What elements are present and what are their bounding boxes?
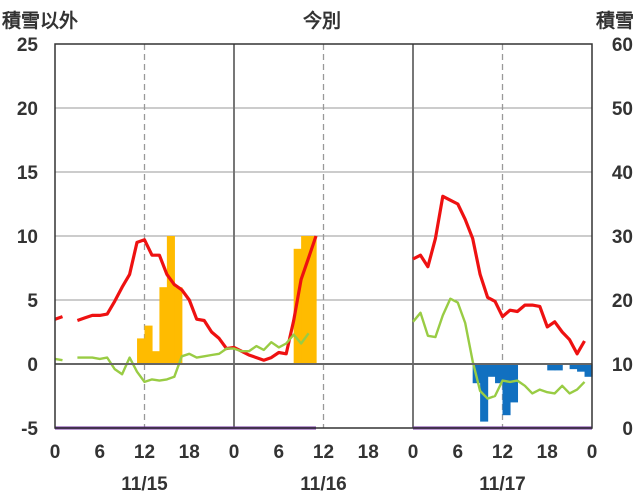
- precip-bar: [547, 364, 556, 371]
- precip-bar: [480, 364, 489, 422]
- x-tick-label: 0: [587, 442, 598, 463]
- left-y-tick-label: -5: [21, 419, 38, 440]
- date-label: 11/17: [479, 474, 526, 495]
- x-tick-label: 18: [179, 442, 200, 463]
- left-y-tick-label: 10: [17, 227, 38, 248]
- temperature-line: [76, 235, 318, 362]
- right-y-tick-label: 10: [612, 355, 633, 376]
- precipitation-bars: [137, 236, 593, 422]
- precip-bar: [502, 364, 511, 416]
- x-tick-label: 18: [358, 442, 379, 463]
- precip-bar: [495, 364, 504, 384]
- precip-bar: [159, 287, 168, 364]
- precip-bar: [151, 351, 161, 364]
- right-y-tick-label: 20: [612, 291, 633, 312]
- left-y-tick-label: 15: [17, 163, 39, 184]
- precip-bar: [577, 364, 586, 372]
- x-tick-label: 6: [94, 442, 105, 463]
- left-axis-title: 積雪以外: [2, 9, 78, 32]
- right-y-tick-label: 60: [612, 35, 633, 56]
- axes: [54, 43, 593, 429]
- precip-bar: [554, 364, 563, 371]
- right-y-tick-label: 30: [612, 227, 633, 248]
- right-y-tick-label: 50: [612, 99, 633, 120]
- temperature-line: [54, 315, 64, 321]
- precip-bar: [584, 364, 593, 377]
- x-tick-label: 18: [537, 442, 558, 463]
- x-tick-label: 12: [134, 442, 155, 463]
- temperature-line: [412, 194, 586, 356]
- precip-bar: [166, 236, 175, 364]
- date-label: 11/16: [300, 474, 347, 495]
- x-tick-label: 6: [273, 442, 284, 463]
- left-y-tick-label: 0: [27, 355, 38, 376]
- date-label: 11/15: [121, 474, 168, 495]
- precip-bar: [509, 364, 519, 403]
- left-y-tick-label: 20: [17, 99, 38, 120]
- precip-bar: [569, 364, 578, 370]
- right-axis-title: 積雪: [596, 9, 634, 32]
- precip-bar: [174, 287, 183, 364]
- x-tick-label: 6: [452, 442, 463, 463]
- x-tick-label: 12: [313, 442, 334, 463]
- precip-bar: [137, 338, 146, 364]
- left-y-tick-label: 5: [27, 291, 38, 312]
- right-y-tick-label: 40: [612, 163, 633, 184]
- dewpoint-line: [77, 332, 310, 384]
- precip-bar: [487, 364, 496, 377]
- dewpoint-line: [412, 297, 586, 400]
- right-y-tick-label: 0: [622, 419, 633, 440]
- x-tick-label: 0: [50, 442, 61, 463]
- precip-bar: [308, 236, 317, 364]
- x-tick-label: 12: [492, 442, 513, 463]
- precip-bar: [144, 325, 153, 364]
- chart-title: 今別: [302, 9, 341, 32]
- plot-frame: [54, 43, 593, 429]
- dewpoint-line: [54, 357, 63, 362]
- x-tick-label: 0: [408, 442, 419, 463]
- precip-bar: [301, 236, 310, 364]
- x-tick-label: 0: [229, 442, 240, 463]
- left-y-tick-label: 25: [17, 35, 39, 56]
